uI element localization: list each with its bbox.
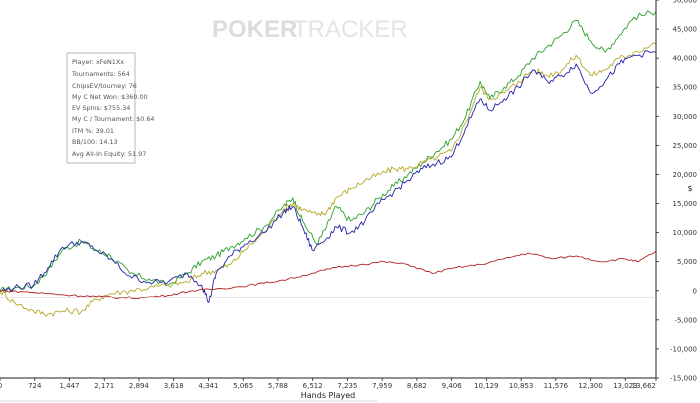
y-tick-label: -5,000 — [674, 316, 697, 324]
x-tick-label: 7,235 — [337, 382, 357, 390]
x-tick-label: 5,788 — [268, 382, 288, 390]
series-line-3 — [0, 50, 657, 303]
stats-line-ev-spins: EV Spins: $755.34 — [72, 104, 130, 112]
x-tick-label: 8,682 — [407, 382, 427, 390]
y-tick-label: 20,000 — [673, 171, 698, 179]
x-tick-label: 5,065 — [233, 382, 253, 390]
stats-line-allin-equity: Avg All-In Equity: 51.97 — [72, 150, 146, 158]
x-tick-label: 10,853 — [509, 382, 534, 390]
x-tick-label: 12,300 — [578, 382, 603, 390]
y-tick-label: 5,000 — [677, 258, 697, 266]
series-line-1 — [0, 10, 657, 293]
x-tick-label: 11,576 — [544, 382, 569, 390]
x-tick-label: 2,894 — [129, 382, 150, 390]
stats-line-player: Player: xFeN1Xx — [72, 58, 124, 66]
x-tick-label: 7,959 — [372, 382, 392, 390]
y-tick-label: 50,000 — [673, 0, 698, 5]
y-tick-label: 15,000 — [673, 200, 698, 208]
y-tick-label: 45,000 — [673, 26, 698, 34]
x-tick-label: 0 — [0, 382, 2, 390]
x-tick-label: 2,171 — [94, 382, 114, 390]
x-tick-label: 1,447 — [59, 382, 79, 390]
stats-box-frame — [66, 52, 136, 164]
stats-line-bb100: BB/100: 14.13 — [72, 138, 118, 146]
y-tick-label: 25,000 — [673, 142, 698, 150]
x-tick-label: 6,512 — [303, 382, 323, 390]
stats-line-tournaments: Tournaments: 564 — [71, 70, 130, 78]
y-tick-label: -10,000 — [670, 345, 697, 353]
y-tick-label: 35,000 — [673, 84, 698, 92]
watermark-tracker: TRACKER — [293, 16, 408, 43]
stats-line-chipsev: ChipsEV/tourney: 76 — [72, 82, 137, 90]
stats-line-net-won: My C Net Won: $360.00 — [72, 93, 148, 101]
x-axis-title: Hands Played — [301, 391, 355, 400]
x-tick-label: 9,406 — [442, 382, 463, 390]
y-tick-label: -15,000 — [670, 375, 697, 383]
y-axis-title: $ — [687, 184, 692, 193]
x-tick-label: 13,662 — [632, 382, 657, 390]
watermark-poker: POKER — [212, 16, 297, 43]
x-tick-label: 724 — [28, 382, 42, 390]
stats-line-per-tournament: My C / Tournament: $0.64 — [72, 115, 154, 123]
series-line-2 — [0, 42, 657, 317]
y-tick-label: 40,000 — [673, 55, 698, 63]
y-tick-label: 30,000 — [673, 113, 698, 121]
y-tick-label: 0 — [693, 287, 697, 295]
x-tick-label: 4,341 — [198, 382, 218, 390]
y-tick-label: 10,000 — [673, 229, 698, 237]
stats-info-box: Player: xFeN1Xx Tournaments: 564 ChipsEV… — [66, 52, 154, 164]
x-tick-label: 10,129 — [474, 382, 499, 390]
x-tick-label: 3,618 — [164, 382, 184, 390]
y-axis-ticks: 50,000 45,000 40,000 35,000 30,000 25,000 20,0… — [656, 0, 697, 383]
stats-line-itm: ITM %: 39.01 — [72, 127, 114, 135]
x-tick-label: 13,023 — [613, 382, 638, 390]
x-axis-ticks: 0 724 1,447 2,171 2,894 3,618 4,341 5,065 5,788 6… — [0, 378, 657, 390]
